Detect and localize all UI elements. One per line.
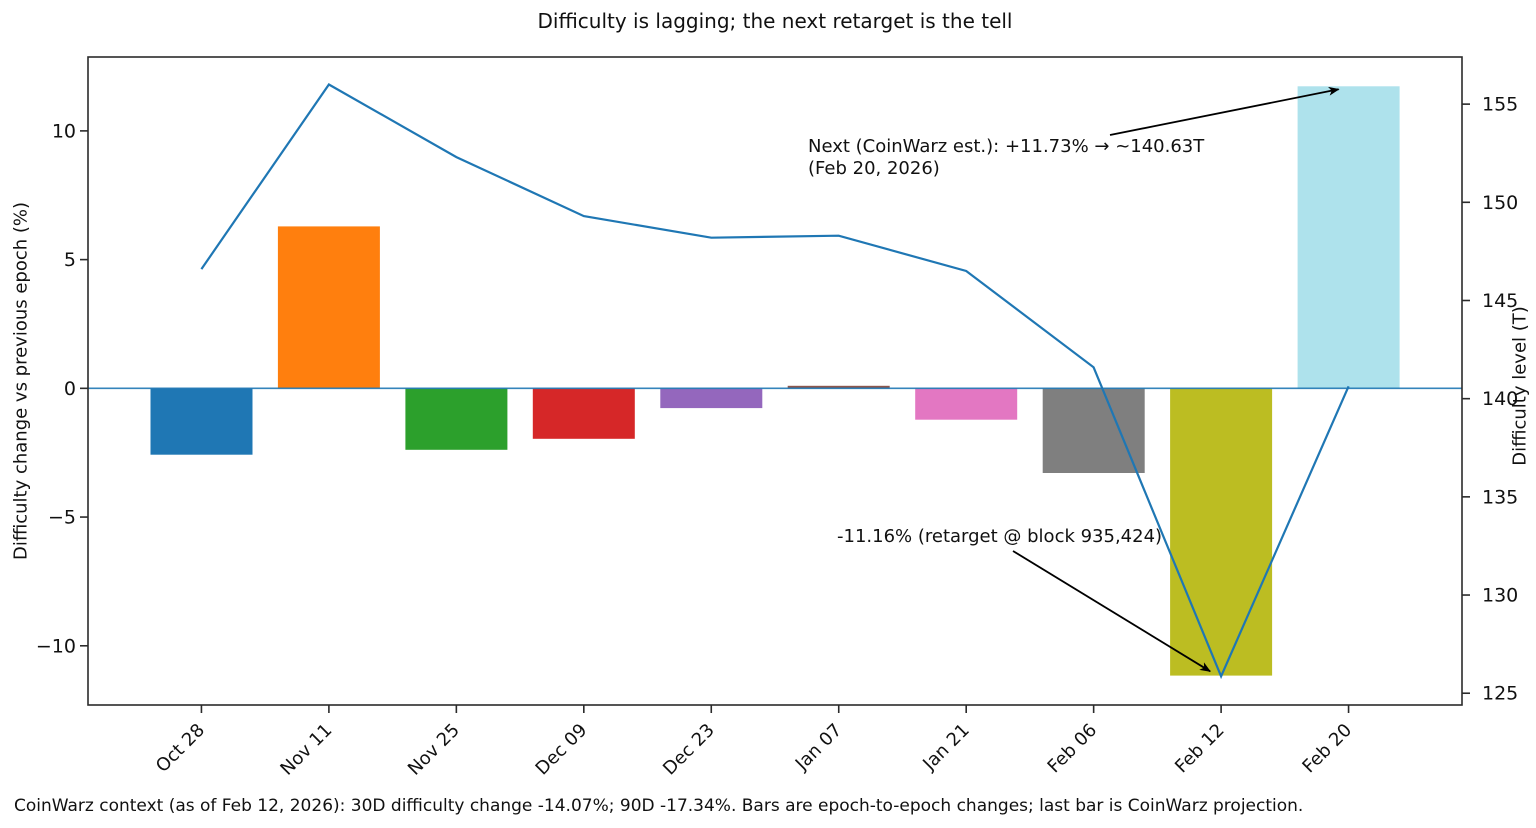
bar-dec-23 xyxy=(660,388,763,409)
bar-jan-07 xyxy=(787,385,890,389)
x-tick-label: Feb 06 xyxy=(1044,720,1102,778)
bar-feb-20 xyxy=(1297,86,1400,389)
difficulty-line xyxy=(200,83,1350,680)
left-axis-ticks: 10 5 0 −5 −10 xyxy=(36,120,88,657)
left-tick-label: −10 xyxy=(36,635,76,657)
chart-title: Difficulty is lagging; the next retarget… xyxy=(537,9,1013,33)
bar-feb-12 xyxy=(1170,388,1273,676)
bar-nov-25 xyxy=(405,388,508,450)
right-axis-label: Difficulty level (T) xyxy=(1509,306,1531,466)
bar-jan-21 xyxy=(915,388,1018,420)
x-axis-ticks: Oct 28 Nov 11 Nov 25 Dec 09 Dec 23 Jan 07 Jan … xyxy=(152,705,1356,780)
annotation-feb12-retarget: -11.16% (retarget @ block 935,424) xyxy=(837,526,1163,547)
right-tick-label: 135 xyxy=(1482,486,1518,508)
left-tick-label: 5 xyxy=(64,249,76,271)
x-tick-label: Feb 20 xyxy=(1298,720,1356,778)
x-tick-label: Oct 28 xyxy=(152,720,209,777)
plot-border xyxy=(87,56,1463,706)
footer-caption: CoinWarz context (as of Feb 12, 2026): 3… xyxy=(14,796,1304,816)
right-tick-label: 145 xyxy=(1482,290,1518,312)
left-tick-label: −5 xyxy=(48,507,76,529)
right-tick-label: 130 xyxy=(1482,585,1518,607)
bars-group xyxy=(150,86,1400,676)
annotation-arrow-next xyxy=(1109,86,1340,136)
left-axis-label: Difficulty change vs previous epoch (%) xyxy=(10,201,32,561)
right-tick-label: 140 xyxy=(1482,388,1518,410)
x-tick-label: Feb 12 xyxy=(1171,720,1229,778)
right-tick-label: 125 xyxy=(1482,683,1518,705)
x-tick-label: Nov 11 xyxy=(276,720,336,780)
x-tick-label: Nov 25 xyxy=(404,720,464,780)
bar-nov-11 xyxy=(277,226,380,389)
left-tick-label: 0 xyxy=(64,378,76,400)
right-tick-label: 155 xyxy=(1482,94,1518,116)
right-tick-label: 150 xyxy=(1482,192,1518,214)
right-axis-ticks: 155 150 145 140 135 130 125 xyxy=(1462,94,1518,705)
bar-dec-09 xyxy=(532,388,635,439)
annotation-next-retarget: Next (CoinWarz est.): +11.73% → ~140.63T… xyxy=(808,136,1205,179)
x-tick-label: Jan 21 xyxy=(918,720,973,775)
x-tick-label: Dec 09 xyxy=(532,720,592,780)
x-tick-label: Dec 23 xyxy=(659,720,719,780)
bar-oct-28 xyxy=(150,388,253,455)
left-tick-label: 10 xyxy=(52,120,76,142)
bar-feb-06 xyxy=(1042,388,1145,473)
x-tick-label: Jan 07 xyxy=(791,720,846,775)
annotation-arrow-feb12 xyxy=(1012,550,1211,673)
